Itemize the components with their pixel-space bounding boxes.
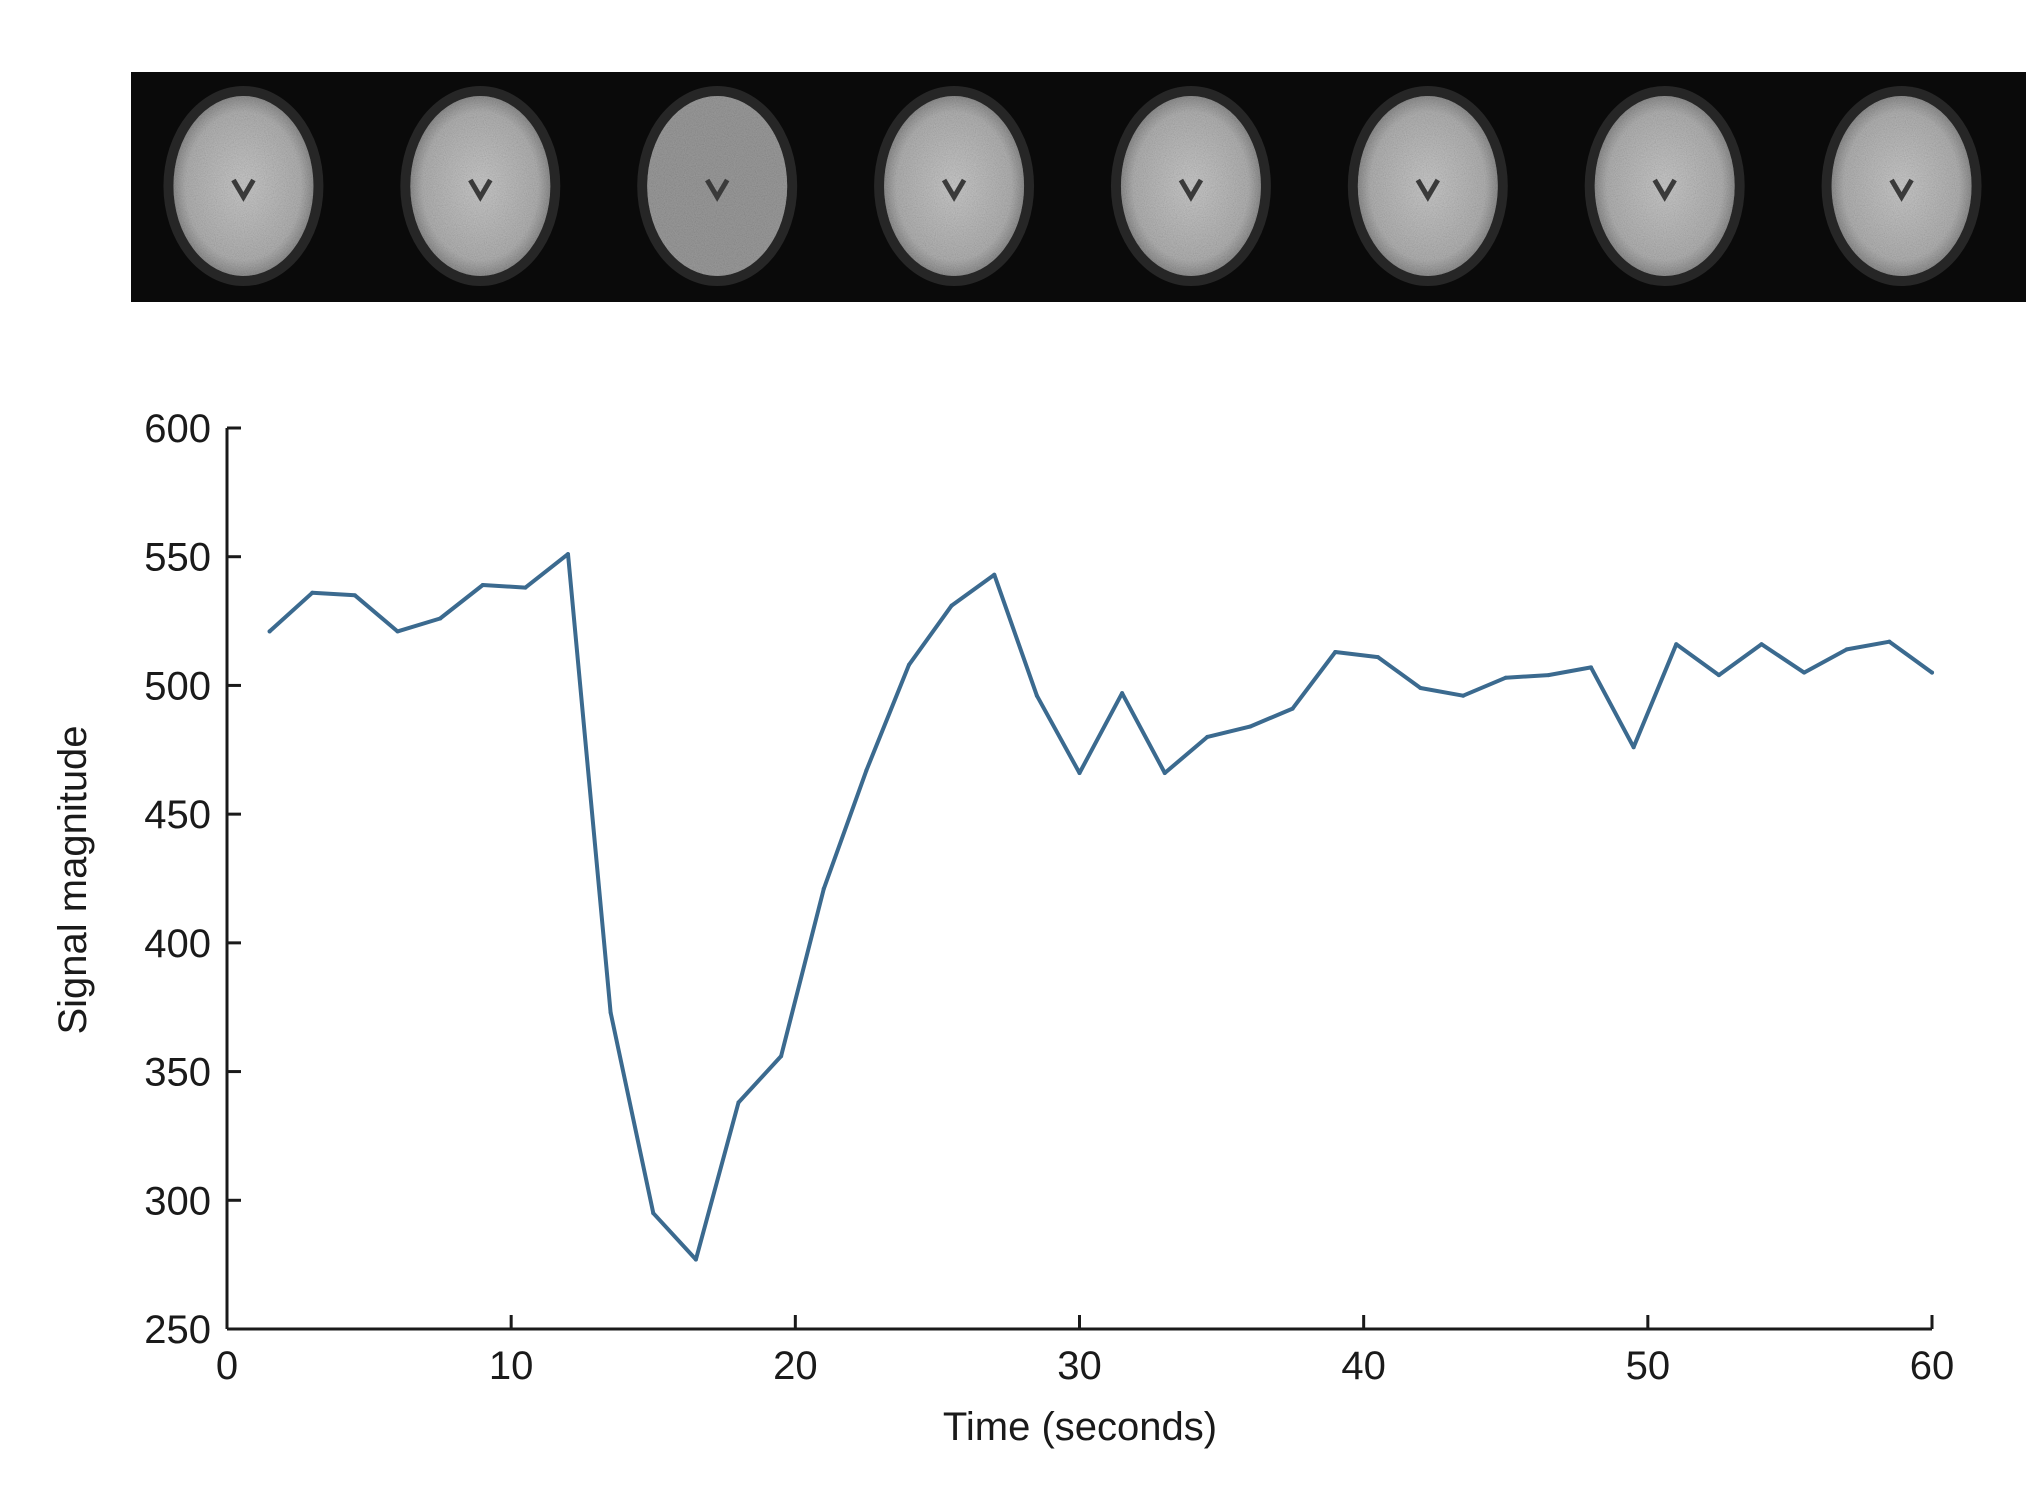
- data-point: [1887, 639, 1892, 644]
- brain-slices: [163, 86, 1982, 286]
- data-point: [352, 593, 357, 598]
- data-point: [1375, 655, 1380, 660]
- brain-slice-6: [1347, 86, 1508, 286]
- data-point: [736, 1100, 741, 1105]
- x-axis-title: Time (seconds): [943, 1405, 1217, 1449]
- y-ticks: 250 300 350 400 450 500 550 600: [144, 407, 241, 1352]
- data-point: [821, 886, 826, 891]
- data-point: [1034, 693, 1039, 698]
- data-point: [566, 552, 570, 557]
- data-point: [267, 629, 272, 634]
- data-point: [1589, 665, 1593, 670]
- x-tick-label: 40: [1341, 1344, 1386, 1388]
- data-point: [1546, 673, 1551, 678]
- data-point: [1248, 724, 1252, 729]
- brain-slice-2: [400, 86, 561, 286]
- brain-slice-5: [1110, 86, 1271, 286]
- brain-slice-1: [163, 86, 324, 286]
- data-point: [395, 629, 400, 634]
- y-tick-label: 450: [144, 793, 211, 837]
- brain-slice-8: [1821, 86, 1982, 286]
- data-point: [608, 1010, 613, 1015]
- brain-image-strip: [131, 72, 2026, 302]
- data-point: [1802, 670, 1807, 675]
- y-tick-label: 250: [144, 1308, 211, 1352]
- data-point: [779, 1054, 784, 1059]
- data-point: [1716, 673, 1721, 678]
- y-tick-label: 550: [144, 536, 211, 580]
- data-point: [1290, 706, 1295, 711]
- data-point: [1503, 675, 1508, 680]
- data-point: [1930, 670, 1934, 675]
- x-tick-label: 20: [773, 1344, 818, 1388]
- data-point: [1077, 770, 1082, 775]
- data-point: [1418, 686, 1423, 691]
- y-tick-label: 400: [144, 922, 211, 966]
- signal-chart: 250 300 350 400 450 500 550 600 0 10 20 30 40 50 60 T…: [51, 407, 1954, 1449]
- data-point: [1461, 693, 1466, 698]
- data-point: [1759, 642, 1764, 647]
- x-tick-label: 60: [1910, 1344, 1955, 1388]
- data-point: [1631, 745, 1636, 750]
- y-tick-label: 500: [144, 664, 211, 708]
- data-point: [651, 1211, 656, 1216]
- series-points: [267, 552, 1934, 1262]
- x-tick-label: 50: [1626, 1344, 1671, 1388]
- data-point: [907, 662, 911, 667]
- data-point: [480, 583, 485, 588]
- signal-series-line: [267, 552, 1934, 1262]
- brain-slice-3: [637, 86, 798, 286]
- data-point: [1120, 691, 1125, 696]
- data-point: [1162, 770, 1167, 775]
- data-point: [864, 768, 869, 773]
- y-tick-label: 600: [144, 407, 211, 451]
- data-point: [310, 590, 315, 595]
- data-point: [438, 616, 443, 621]
- y-tick-label: 300: [144, 1179, 211, 1223]
- y-tick-label: 350: [144, 1051, 211, 1095]
- x-tick-label: 30: [1057, 1344, 1102, 1388]
- data-point: [1205, 734, 1210, 739]
- brain-slice-7: [1584, 86, 1745, 286]
- data-point: [1333, 649, 1338, 654]
- data-point: [1674, 642, 1679, 647]
- x-ticks: 0 10 20 30 40 50 60: [216, 1315, 1954, 1388]
- data-point: [992, 572, 997, 577]
- x-tick-label: 10: [489, 1344, 534, 1388]
- data-point: [1844, 647, 1849, 652]
- data-point: [523, 585, 528, 590]
- y-axis: 250 300 350 400 450 500 550 600: [144, 407, 241, 1352]
- y-axis-title: Signal magnitude: [51, 725, 95, 1034]
- brain-slice-4: [874, 86, 1035, 286]
- x-axis: 0 10 20 30 40 50 60: [216, 1315, 1954, 1388]
- x-tick-label: 0: [216, 1344, 238, 1388]
- data-point: [693, 1257, 698, 1262]
- data-point: [949, 603, 954, 608]
